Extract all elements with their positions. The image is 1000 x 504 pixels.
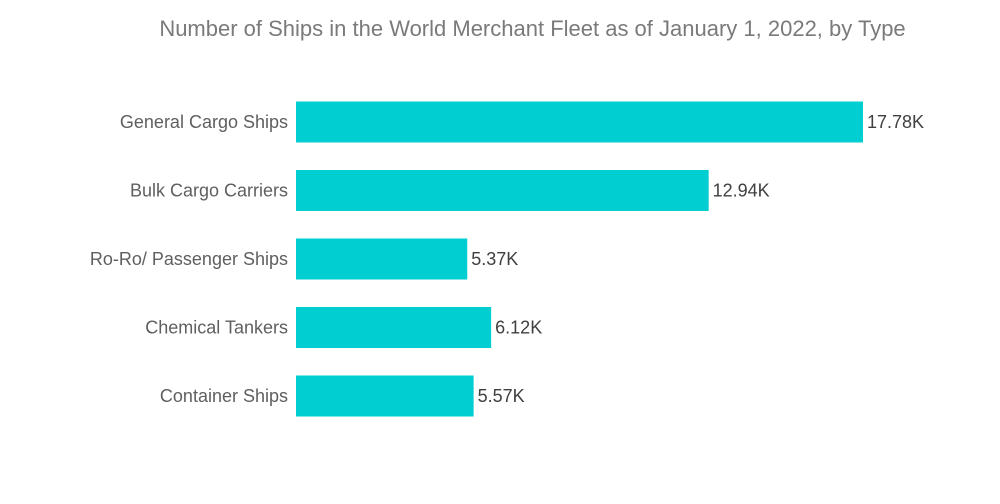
data-label: 12.94K [713,181,770,201]
bar [296,101,863,143]
data-label: 5.37K [471,249,518,269]
data-label: 17.78K [867,112,924,132]
category-label: Chemical Tankers [145,318,288,338]
bar [296,307,492,348]
category-label: Bulk Cargo Carriers [130,181,288,201]
bar [296,238,468,280]
data-label: 5.57K [478,386,525,406]
category-label: Ro-Ro/ Passenger Ships [90,249,288,269]
data-label: 6.12K [495,318,542,338]
bar [296,170,709,211]
category-label: Container Ships [160,386,288,406]
category-label: General Cargo Ships [120,112,288,132]
bar [296,375,474,417]
chart-title: Number of Ships in the World Merchant Fl… [159,16,906,41]
